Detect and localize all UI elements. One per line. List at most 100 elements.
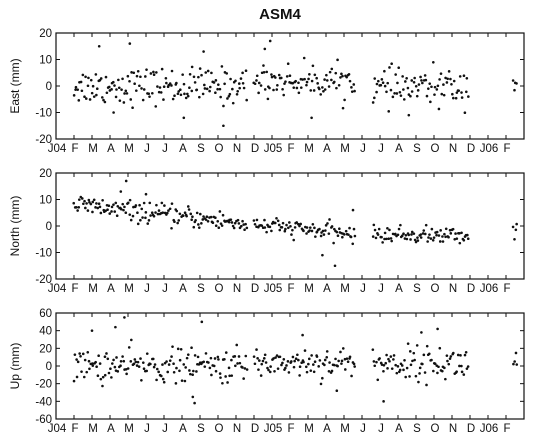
data-point: [292, 365, 296, 369]
data-point: [275, 354, 279, 357]
data-point: [74, 85, 78, 89]
data-point: [394, 232, 397, 236]
data-point: [421, 232, 425, 235]
data-point: [437, 365, 440, 369]
data-point: [353, 365, 356, 368]
data-point: [205, 215, 209, 218]
data-point: [200, 73, 203, 77]
data-point: [79, 80, 83, 84]
data-point: [341, 235, 344, 239]
data-point: [245, 368, 249, 371]
data-point: [326, 222, 329, 225]
data-point: [373, 228, 377, 232]
data-point: [449, 355, 453, 358]
data-point: [131, 106, 134, 110]
data-point: [446, 77, 449, 81]
data-point: [295, 86, 299, 90]
data-point: [76, 209, 79, 212]
data-point: [182, 82, 186, 86]
data-point: [511, 225, 515, 229]
data-point: [332, 80, 336, 84]
data-point: [139, 357, 142, 360]
data-point: [106, 357, 110, 361]
y-tick-label: 0: [46, 81, 52, 93]
data-point: [305, 370, 309, 374]
data-point: [396, 365, 400, 368]
data-point: [221, 213, 225, 217]
data-point: [210, 71, 213, 75]
data-point: [160, 201, 164, 205]
data-point: [466, 237, 470, 241]
data-point: [244, 69, 248, 73]
data-point: [75, 375, 79, 379]
data-point: [88, 98, 92, 101]
data-point: [193, 354, 197, 357]
data-point: [80, 89, 84, 93]
data-point: [341, 74, 344, 78]
data-point: [237, 355, 241, 358]
data-point: [200, 320, 204, 324]
data-point: [460, 370, 464, 374]
data-point: [115, 356, 118, 359]
data-point: [276, 83, 279, 87]
data-point: [253, 82, 257, 86]
data-point: [149, 362, 152, 366]
data-point: [95, 87, 99, 91]
data-point: [113, 84, 116, 87]
data-point: [170, 84, 173, 87]
data-point: [301, 333, 304, 337]
data-point: [264, 361, 268, 364]
data-point: [270, 75, 274, 79]
data-point: [78, 352, 81, 355]
data-point: [122, 359, 126, 363]
data-point: [445, 354, 449, 357]
data-point: [305, 226, 309, 229]
data-point: [350, 90, 354, 93]
data-point: [280, 76, 283, 80]
data-point: [435, 88, 439, 91]
data-point: [514, 228, 518, 232]
data-point: [185, 214, 188, 218]
data-point: [101, 384, 104, 388]
data-point: [301, 78, 304, 81]
x-tick-label: J: [162, 143, 168, 155]
data-point: [395, 92, 399, 95]
data-point: [314, 235, 317, 238]
data-point: [83, 358, 87, 362]
data-point: [195, 370, 198, 373]
data-point: [176, 92, 180, 96]
data-point: [341, 347, 345, 350]
data-point: [410, 230, 414, 234]
data-point: [175, 209, 179, 213]
data-point: [391, 95, 395, 99]
data-point: [193, 401, 196, 405]
data-point: [154, 105, 158, 108]
data-point: [172, 370, 176, 374]
data-point: [411, 359, 414, 363]
data-point: [268, 86, 271, 90]
data-point: [77, 205, 81, 209]
y-tick-label: 0: [46, 361, 52, 373]
data-point: [465, 76, 469, 80]
x-tick-label: A: [107, 143, 115, 155]
data-point: [400, 234, 404, 237]
data-point: [441, 369, 444, 373]
data-point: [347, 72, 351, 76]
data-point: [327, 85, 331, 88]
data-point: [460, 96, 464, 99]
data-point: [117, 78, 120, 82]
data-point: [94, 206, 97, 209]
data-point: [136, 69, 140, 73]
data-point: [197, 223, 200, 226]
data-point: [262, 70, 266, 74]
data-point: [310, 229, 314, 233]
data-point: [170, 202, 174, 205]
data-point: [198, 95, 201, 99]
data-point: [152, 73, 156, 77]
data-point: [245, 98, 248, 102]
data-point: [121, 202, 125, 206]
data-point: [328, 218, 331, 221]
data-point: [102, 98, 105, 102]
data-point: [164, 76, 168, 80]
data-point: [130, 338, 133, 342]
